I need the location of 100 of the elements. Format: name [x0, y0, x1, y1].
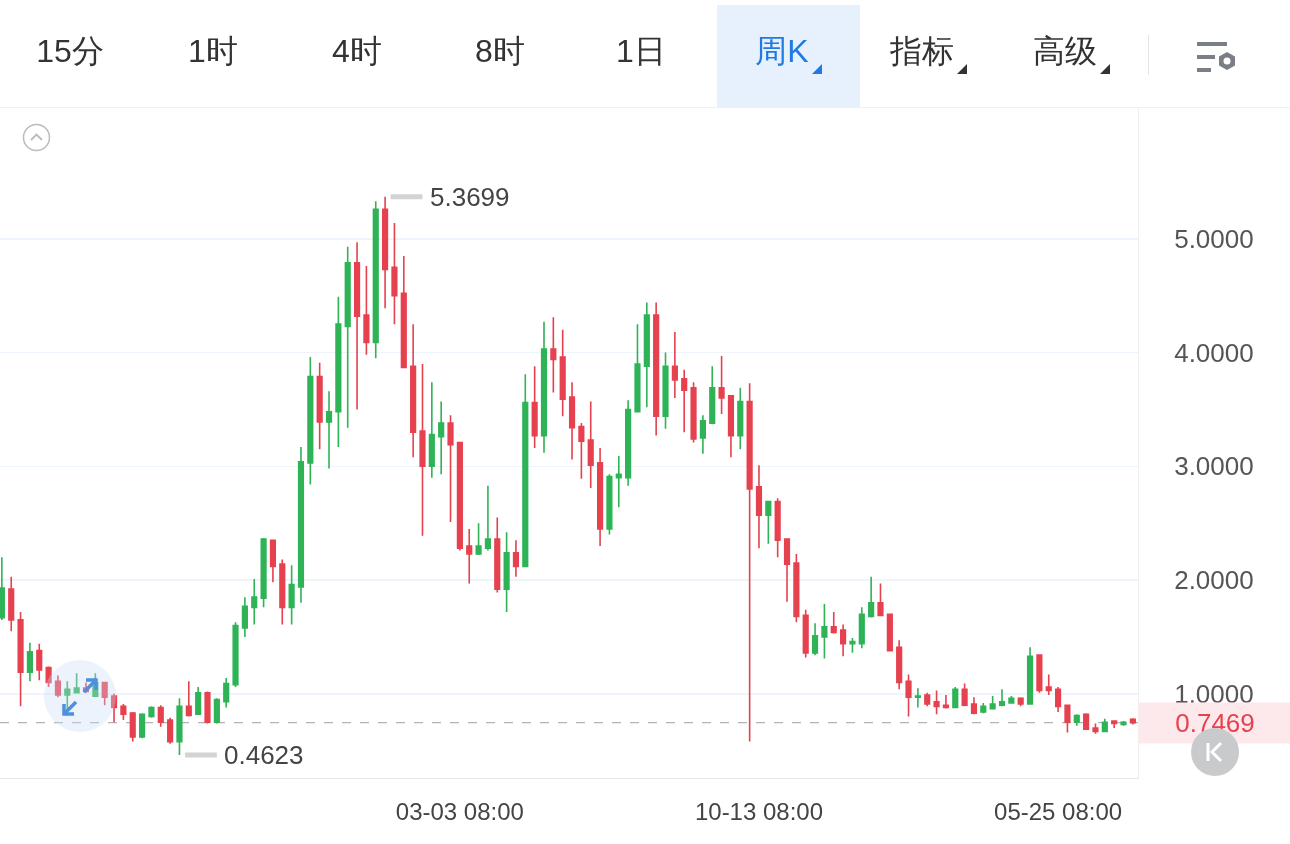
candlestick [176, 697, 183, 756]
ref-line-label: 0.7469 [1175, 708, 1255, 738]
candlestick [811, 622, 819, 656]
candlestick [279, 558, 286, 626]
candlestick [596, 447, 604, 547]
candlestick [615, 455, 622, 509]
candlestick [774, 497, 781, 559]
candlestick [877, 582, 884, 617]
candlestick [1064, 704, 1071, 734]
candlestick [223, 677, 230, 709]
candlestick [587, 400, 594, 489]
text: 4时 [332, 32, 382, 71]
candlestick [578, 422, 585, 480]
candlestick [559, 329, 566, 418]
candlestick [886, 613, 893, 652]
candlestick [522, 373, 529, 568]
candlestick [466, 528, 473, 585]
y-tick-label: 4.0000 [1174, 337, 1254, 368]
candlestick [325, 390, 333, 470]
candlestick [821, 603, 828, 660]
candlestick [419, 363, 426, 537]
candlestick [653, 301, 660, 437]
candlestick [241, 596, 248, 638]
candlestick [643, 301, 650, 408]
text: 1日 [616, 32, 666, 71]
candlestick [297, 446, 305, 604]
candlestick [662, 351, 669, 430]
x-tick-label: 10-13 08:00 [694, 797, 824, 825]
candlestick [671, 331, 678, 399]
candlestick [942, 694, 950, 710]
candlestick [363, 265, 370, 356]
y-tick-label: 3.0000 [1174, 451, 1254, 482]
candlestick [204, 690, 211, 725]
text: 15分 [36, 32, 104, 71]
candlestick [45, 665, 52, 688]
candlestick [755, 464, 763, 550]
candlestick [830, 611, 837, 635]
x-tick-label: 05-25 08:00 [994, 797, 1123, 825]
candlestick [148, 705, 155, 719]
y-tick-label: 5.0000 [1174, 223, 1254, 254]
text: 高级 [1033, 32, 1097, 71]
candlestick [316, 362, 323, 451]
candlestick [269, 539, 277, 584]
candlestick [1008, 695, 1015, 704]
text: 指标 [890, 32, 954, 71]
candlestick [110, 693, 118, 724]
candlestick [475, 522, 482, 556]
candlestick [634, 323, 641, 413]
candlestick [737, 387, 744, 451]
candlestick [1092, 722, 1099, 735]
candlestick [802, 608, 809, 659]
candlestick [400, 255, 407, 369]
candlestick [793, 553, 800, 623]
text: 1时 [188, 32, 238, 71]
candlestick [980, 702, 987, 714]
candlestick [120, 703, 127, 721]
candlestick [447, 414, 454, 523]
candlestick [783, 538, 791, 603]
candlestick [251, 578, 258, 626]
candlestick [961, 682, 968, 708]
candlestick [849, 637, 856, 654]
candlestick [1120, 720, 1127, 727]
candlestick [428, 381, 435, 479]
candlestick [970, 696, 978, 716]
annotation: 0.4623 [224, 740, 304, 770]
text: 周K [755, 32, 809, 71]
annotation: 5.3699 [430, 182, 510, 212]
candlestick [952, 686, 959, 709]
candlestick [840, 623, 847, 658]
candlestick [353, 241, 361, 411]
candlestick [933, 689, 940, 716]
candlestick [0, 556, 5, 621]
y-tick-label: 1.0000 [1174, 678, 1254, 709]
candlestick [1017, 696, 1024, 708]
candlestick [494, 516, 501, 594]
candlestick [26, 641, 33, 683]
text: 8时 [475, 32, 525, 71]
candlestick [64, 680, 71, 711]
candlestick [129, 711, 136, 743]
candlestick [1111, 720, 1118, 729]
candlestick [410, 323, 417, 459]
candlestick [344, 245, 351, 429]
candlestick [288, 564, 295, 626]
candlestick [1101, 718, 1108, 733]
y-tick-label: 2.0000 [1174, 565, 1254, 596]
candlestick [232, 621, 239, 688]
candlestick [195, 686, 202, 716]
candlestick [709, 365, 716, 426]
candlestick [438, 400, 445, 476]
candlestick [746, 382, 753, 743]
candlestick [625, 399, 632, 487]
candlestick [8, 575, 15, 633]
candlestick [896, 639, 903, 691]
candlestick [1073, 713, 1080, 727]
candlestick [905, 673, 912, 718]
candlestick [391, 222, 398, 325]
candlestick [540, 321, 548, 454]
candlestick [727, 394, 735, 459]
candlestick [17, 611, 24, 708]
x-tick-label: 03-03 08:00 [395, 797, 524, 825]
